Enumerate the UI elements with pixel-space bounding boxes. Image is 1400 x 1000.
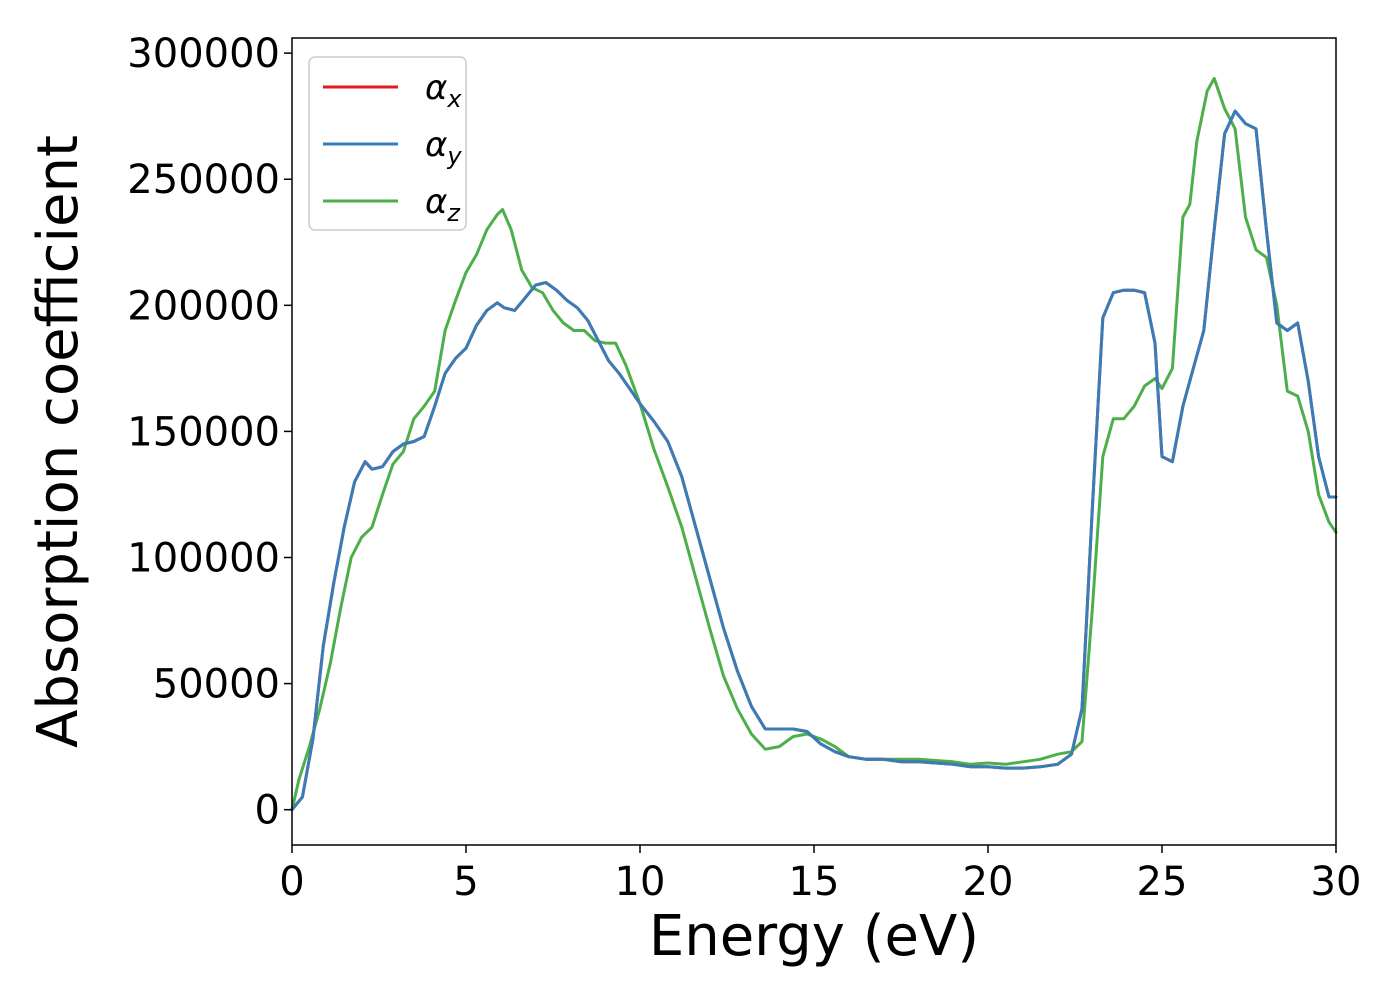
series-layer xyxy=(290,76,1338,812)
x-tick-label: 0 xyxy=(279,859,304,905)
x-tick-label: 15 xyxy=(789,859,840,905)
y-tick-label: 0 xyxy=(255,788,280,834)
y-tick-label: 300000 xyxy=(127,31,280,77)
y-axis: 0 50000 100000 150000 200000 250000 300000 xyxy=(127,31,292,834)
x-tick-label: 25 xyxy=(1137,859,1188,905)
y-axis-label: Absorption coefficient xyxy=(26,135,91,748)
y-tick-label: 250000 xyxy=(127,157,280,203)
legend: αx αy αz xyxy=(308,56,467,231)
x-axis-label: Energy (eV) xyxy=(649,904,979,969)
series-line-y xyxy=(290,109,1338,812)
legend-label-z: αz xyxy=(425,182,461,227)
series-line-z xyxy=(290,76,1338,812)
y-tick-label: 50000 xyxy=(153,662,280,708)
x-tick-label: 30 xyxy=(1311,859,1362,905)
x-tick-label: 10 xyxy=(615,859,666,905)
x-tick-label: 20 xyxy=(963,859,1014,905)
legend-label-x: αx xyxy=(425,68,462,113)
x-axis: 0 5 10 15 20 25 30 xyxy=(279,845,1361,905)
y-tick-label: 200000 xyxy=(127,283,280,329)
legend-label-y: αy xyxy=(425,125,462,170)
y-tick-label: 100000 xyxy=(127,536,280,582)
x-tick-label: 5 xyxy=(453,859,478,905)
y-tick-label: 150000 xyxy=(127,409,280,455)
